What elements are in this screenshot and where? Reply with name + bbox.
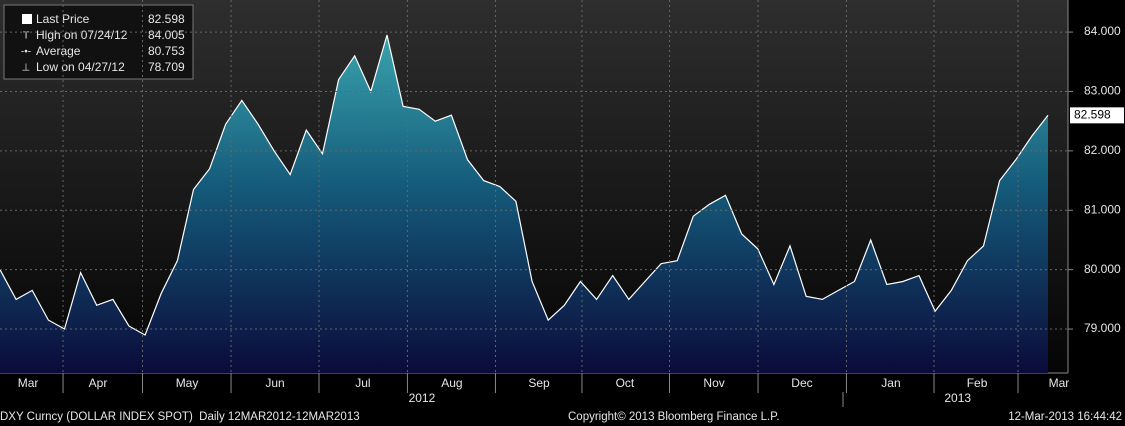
x-tick-label: Oct	[616, 376, 635, 390]
legend-value: 80.753	[148, 44, 185, 58]
last-price-label: 82.598	[1074, 108, 1111, 122]
legend-label: Average	[36, 44, 81, 58]
legend-value: 82.598	[148, 12, 185, 26]
footer-left: DXY Curncy (DOLLAR INDEX SPOT) Daily 12M…	[0, 411, 360, 423]
legend-swatch	[22, 14, 32, 24]
x-tick-label: Dec	[791, 376, 812, 390]
year-label: 2013	[944, 391, 971, 405]
last-price-tag	[1070, 107, 1124, 124]
x-tick-label: Jan	[881, 376, 900, 390]
legend-box	[3, 4, 194, 80]
x-tick-label: Nov	[703, 376, 724, 390]
x-tick-label: Feb	[967, 376, 988, 390]
y-tick-label: 81.000	[1084, 202, 1121, 216]
legend-label: High on 07/24/12	[36, 28, 128, 42]
year-label: 2012	[409, 391, 436, 405]
x-tick-label: Jun	[265, 376, 284, 390]
y-tick-label: 82.000	[1084, 143, 1121, 157]
legend-symbol: T	[23, 31, 29, 42]
y-tick-label: 83.000	[1084, 84, 1121, 98]
y-tick-label: 79.000	[1084, 321, 1121, 335]
x-tick-label: Mar	[1049, 376, 1070, 390]
legend-symbol: ⊥	[22, 63, 31, 74]
legend-label: Last Price	[36, 12, 90, 26]
x-tick-label: May	[176, 376, 199, 390]
footer-center: Copyright© 2013 Bloomberg Finance L.P.	[568, 411, 780, 423]
x-tick-label: Mar	[18, 376, 39, 390]
x-tick-label: Aug	[441, 376, 462, 390]
legend-value: 84.005	[148, 28, 185, 42]
area	[0, 35, 1049, 373]
footer-right: 12-Mar-2013 16:44:42	[1008, 411, 1122, 423]
x-tick-label: Apr	[89, 376, 108, 390]
legend-value: 78.709	[148, 60, 185, 74]
legend: Last Price 82.598 T High on 07/24/12 84.00…	[3, 4, 194, 80]
x-tick-label: Sep	[528, 376, 550, 390]
y-tick-label: 80.000	[1084, 262, 1121, 276]
axis-background	[0, 373, 1125, 426]
legend-label: Low on 04/27/12	[36, 60, 125, 74]
line	[0, 34, 1049, 336]
y-tick-label: 84.000	[1084, 24, 1121, 38]
legend-symbol: -•-	[21, 47, 31, 58]
x-tick-label: Jul	[355, 376, 370, 390]
